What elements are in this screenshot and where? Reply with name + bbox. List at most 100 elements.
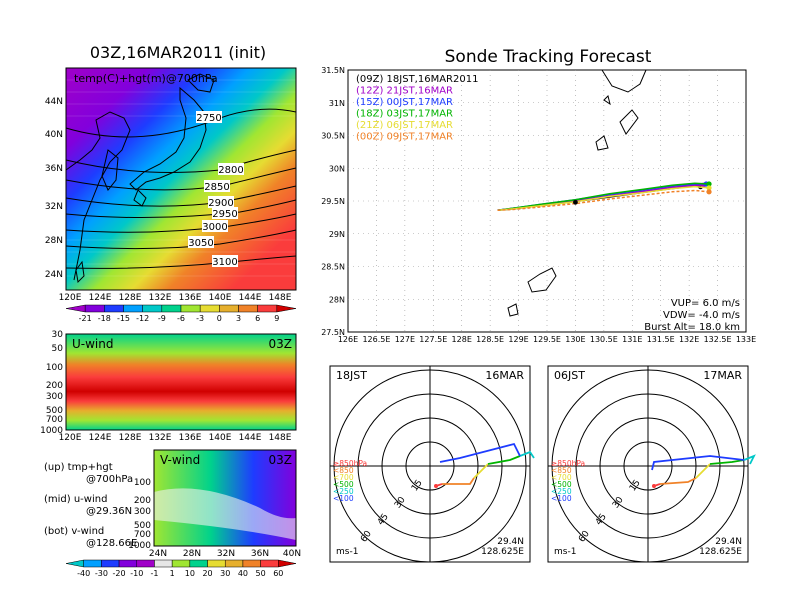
colorbar-swatch	[101, 559, 120, 568]
colorbar-swatch	[65, 559, 84, 568]
lat-tick: 32N	[217, 549, 235, 559]
p-tick: 1000	[128, 541, 151, 551]
lon-tick: 140E	[209, 293, 232, 303]
hodograph-date: 17MAR	[703, 369, 742, 382]
map-frame	[65, 67, 297, 291]
hodograph-date: 16MAR	[485, 369, 524, 382]
x-tick-label: 127E	[395, 335, 415, 344]
x-tick-label: 126.5E	[362, 335, 390, 344]
p-tick: 50	[52, 344, 64, 354]
x-tick-label: 132.5E	[704, 335, 732, 344]
colorbar-swatch	[83, 559, 102, 568]
uwind-lon-ticks: 120E 124E 128E 132E 136E 140E 144E 148E	[59, 433, 292, 443]
p-tick: 100	[46, 363, 63, 373]
track-line	[497, 185, 710, 211]
lon-tick: 124E	[89, 433, 112, 443]
contour-label: 2750	[196, 113, 221, 124]
y-tick-label: 30.5N	[321, 132, 345, 141]
hodograph-level-label: <100	[333, 494, 354, 503]
contour-label: 2900	[208, 198, 233, 209]
info-vup: VUP= 6.0 m/s	[671, 298, 740, 309]
p-tick: 1000	[40, 426, 63, 436]
hodograph-trace	[743, 454, 756, 465]
lat-tick: 28N	[45, 236, 63, 246]
colorbar-swatch	[154, 559, 173, 568]
lon-tick: 128E	[119, 433, 142, 443]
x-tick-label: 128E	[452, 335, 472, 344]
colorbar-swatch	[123, 304, 143, 313]
uwind-fill	[66, 334, 296, 430]
colorbar-label: 1	[170, 569, 175, 578]
colorbar-label: -18	[98, 314, 111, 323]
colorbar-label: 40	[238, 569, 248, 578]
colorbar-swatch	[136, 559, 155, 568]
colorbar-label: -9	[158, 314, 166, 323]
lat-tick: 40N	[45, 130, 63, 140]
uwind-label: U-wind	[72, 337, 113, 351]
contour-label: 3000	[202, 222, 227, 233]
lat-tick: 40N	[283, 549, 301, 559]
lat-tick: 36N	[45, 164, 63, 174]
vwind-label: V-wind	[160, 453, 200, 467]
hodograph-origin	[652, 484, 656, 488]
track-endpoint	[706, 181, 712, 187]
colorbar-label: 9	[274, 314, 279, 323]
hodograph-lon: 128.625E	[481, 547, 524, 557]
lon-tick: 124E	[89, 293, 112, 303]
colorbar-swatch	[118, 559, 138, 568]
x-tick-label: 127.5E	[419, 335, 447, 344]
y-tick-label: 31N	[329, 99, 345, 108]
colorbar-label: -6	[177, 314, 185, 323]
colorbar-swatch	[142, 304, 163, 313]
p-tick: 700	[134, 530, 151, 540]
lon-tick: 140E	[209, 433, 232, 443]
hodograph-trace	[487, 455, 521, 465]
note-line: @700hPa	[86, 474, 133, 485]
colorbar-label: -21	[79, 314, 92, 323]
y-tick-label: 27.5N	[321, 328, 345, 337]
hodograph-level-label: <500	[551, 480, 572, 489]
y-tick-label: 28N	[329, 295, 345, 304]
lon-tick: 120E	[59, 293, 82, 303]
vwind-frame	[153, 449, 297, 547]
p-tick: 300	[46, 392, 63, 402]
x-tick-label: 131E	[622, 335, 642, 344]
hodograph-trace	[659, 477, 697, 485]
colorbar-label: 0	[217, 314, 222, 323]
lon-tick: 136E	[179, 293, 202, 303]
colorbar-swatch	[161, 304, 182, 313]
lon-tick: 132E	[149, 433, 172, 443]
hodograph-level-label: <100	[551, 494, 572, 503]
colorbar-swatch	[224, 559, 244, 568]
map-lon-ticks: 120E 124E 128E 132E 136E 140E 144E 148E	[59, 293, 292, 303]
hodograph-origin	[434, 484, 438, 488]
colorbar-swatch	[242, 559, 261, 568]
y-tick-label: 31.5N	[321, 66, 345, 75]
vwind-p-ticks: 100 200 300 500 700 1000	[128, 478, 151, 551]
uwind-frame	[65, 333, 297, 431]
hodograph-level-label: ≥850hPa	[551, 459, 585, 468]
legend-entry: (12Z) 21JST,16MAR	[356, 86, 453, 97]
colorbar-swatch	[278, 559, 297, 568]
hodograph-lat: 29.4N	[715, 537, 742, 547]
lat-tick: 24N	[45, 270, 63, 280]
track-line	[497, 189, 710, 211]
hodograph-trace	[519, 450, 535, 459]
track-x-ticks: 126E 126.5E 127E 127.5E 128E 128.5E 129E 129.5E…	[338, 335, 756, 344]
y-tick-label: 29.5N	[321, 197, 345, 206]
vwind-band	[154, 488, 296, 540]
legend-entry: (18Z) 03JST,17MAR	[356, 109, 453, 120]
x-tick-label: 131.5E	[647, 335, 675, 344]
hodograph-trace	[439, 442, 521, 463]
lat-tick: 32N	[45, 202, 63, 212]
colorbar-swatch	[180, 304, 201, 313]
x-tick-label: 130.5E	[590, 335, 618, 344]
colorbar-label: 30	[220, 569, 230, 578]
p-tick: 700	[46, 415, 63, 425]
note-line: (up) tmp+hgt	[44, 462, 113, 473]
lon-tick: 144E	[239, 433, 262, 443]
track-midpoint	[573, 199, 578, 205]
temp-colorbar: -21 -18 -15 -12 -9 -6 -3 0 3 6 9	[65, 304, 297, 323]
lon-tick: 128E	[119, 293, 142, 303]
